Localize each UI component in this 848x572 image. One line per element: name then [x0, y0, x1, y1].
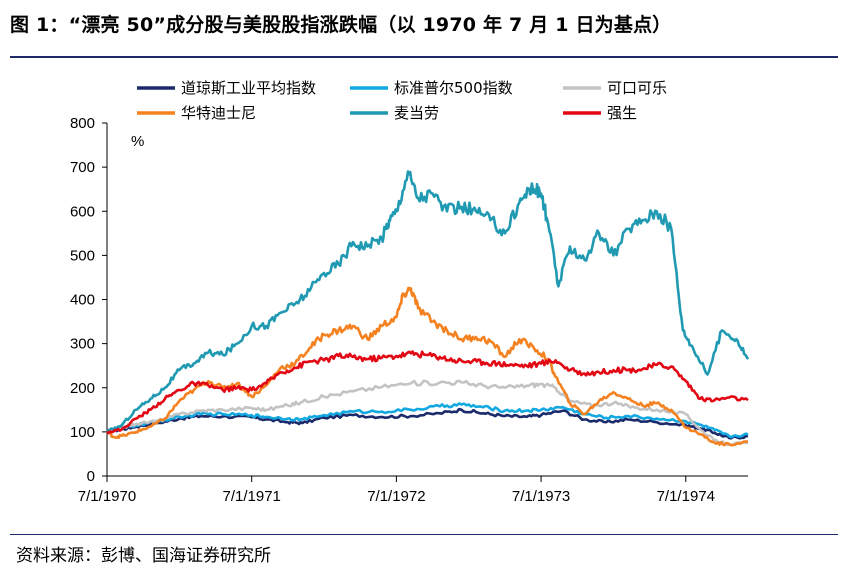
source-note: 资料来源：彭博、国海证券研究所: [16, 546, 271, 566]
series-line: [106, 402, 749, 439]
legend-label: 可口可乐: [607, 79, 667, 97]
y-tick-label: 400: [70, 292, 95, 309]
legend-label: 道琼斯工业平均指数: [181, 79, 316, 97]
x-tick-label: 7/1/1970: [78, 488, 136, 505]
y-tick-label: 500: [70, 247, 95, 264]
series-line: [106, 407, 749, 440]
legend-label: 华特迪士尼: [181, 104, 256, 122]
y-axis-label: %: [131, 133, 144, 150]
series-line: [106, 170, 750, 433]
x-tick-label: 7/1/1973: [512, 488, 570, 505]
line-chart: 0 100 200 300 400 500 600 700 800% 7/1/1970 7/1/19…: [70, 79, 750, 505]
y-tick-label: 300: [70, 336, 95, 353]
y-tick-label: 100: [70, 424, 95, 441]
y-tick-label: 600: [70, 203, 95, 220]
x-tick-label: 7/1/1974: [657, 488, 715, 505]
y-tick-label: 0: [87, 468, 95, 485]
y-tick-label: 800: [70, 115, 95, 132]
x-tick-label: 7/1/1971: [222, 488, 280, 505]
legend-label: 强生: [607, 104, 637, 122]
y-tick-label: 700: [70, 159, 95, 176]
footer-divider: [10, 534, 838, 535]
legend-label: 麦当劳: [394, 104, 439, 122]
y-tick-label: 200: [70, 380, 95, 397]
legend-label: 标准普尔500指数: [394, 79, 513, 97]
series-line: [106, 350, 749, 435]
page-title: 图 1：“漂亮 50”成分股与美股股指涨跌幅（以 1970 年 7 月 1 日为…: [10, 14, 672, 36]
series-line: [106, 379, 749, 447]
x-tick-label: 7/1/1972: [367, 488, 425, 505]
title-divider: [10, 56, 838, 58]
